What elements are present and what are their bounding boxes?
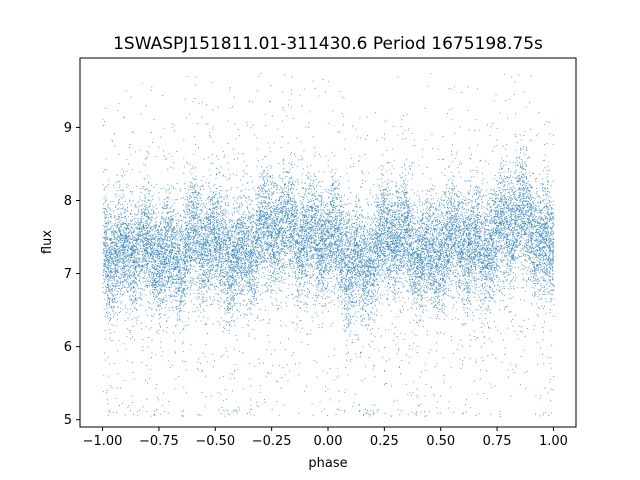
x-axis-label: phase [308,456,347,471]
y-axis-label: flux [40,230,55,254]
x-tick-label: −1.00 [83,434,123,449]
x-tick-label: −0.25 [252,434,292,449]
y-tick-label: 6 [64,340,72,355]
x-tick-label: 0.25 [370,434,399,449]
x-tick-label: −0.50 [195,434,235,449]
x-tick-label: −0.75 [139,434,179,449]
x-tick-label: 0.75 [483,434,512,449]
y-tick-label: 8 [64,194,72,209]
y-tick-label: 9 [64,121,72,136]
y-tick-label: 7 [64,267,72,282]
x-axis: −1.00 −0.75 −0.50 −0.25 0.00 0.25 0.50 0.75 1.00 [83,427,568,449]
data-point [102,73,555,417]
y-tick-label: 5 [64,413,72,428]
y-axis: 5 6 7 8 9 [64,121,80,428]
x-tick-label: 1.00 [539,434,568,449]
scatter-points [102,73,555,417]
x-tick-label: 0.50 [426,434,455,449]
chart-title: 1SWASPJ151811.01-311430.6 Period 1675198… [113,34,543,54]
x-tick-label: 0.00 [314,434,343,449]
